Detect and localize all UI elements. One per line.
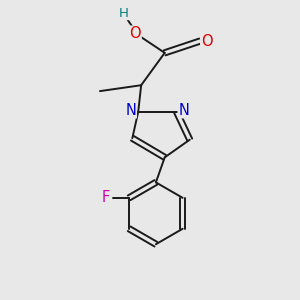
Text: O: O xyxy=(130,26,141,41)
Text: N: N xyxy=(178,103,189,118)
Text: N: N xyxy=(125,103,136,118)
Text: F: F xyxy=(101,190,110,205)
Text: H: H xyxy=(118,7,128,20)
Text: O: O xyxy=(201,34,212,49)
